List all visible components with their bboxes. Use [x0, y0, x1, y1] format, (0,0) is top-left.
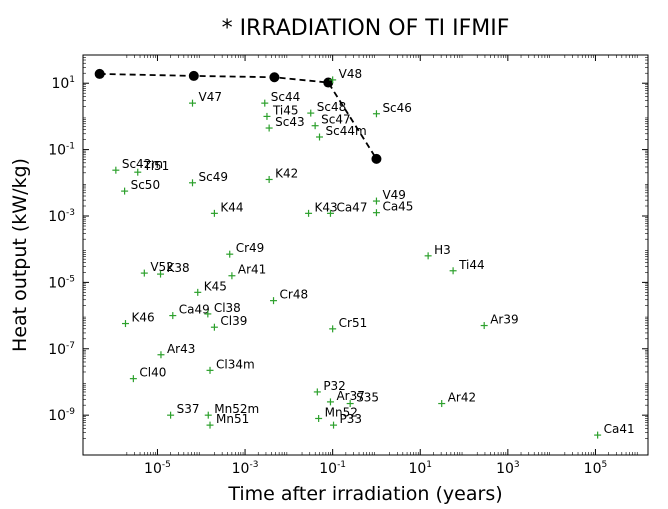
data-point-label: K38 [167, 261, 190, 275]
data-point-label: Cl40 [139, 366, 166, 380]
data-point-label: Sc44m [326, 124, 367, 138]
data-point-label: Cl39 [220, 314, 247, 328]
trend-marker [371, 154, 381, 164]
data-point-label: Cl38 [214, 301, 241, 315]
data-point-label: K45 [204, 279, 227, 293]
data-point-label: S37 [177, 402, 200, 416]
data-point-label: Ca47 [336, 200, 367, 214]
data-point-label: Sc46 [382, 101, 411, 115]
data-point-label: Cr49 [236, 241, 265, 255]
data-point-label: Sc50 [131, 178, 160, 192]
data-point-label: Cr48 [280, 288, 309, 302]
data-point-label: V48 [339, 67, 362, 81]
trend-marker [95, 69, 105, 79]
data-point-label: Ca45 [382, 200, 413, 214]
data-point-label: K46 [131, 311, 154, 325]
data-point-label: Sc49 [198, 170, 227, 184]
data-point-label: Ar41 [238, 263, 266, 277]
trend-marker [269, 72, 279, 82]
data-point-label: Ar43 [167, 342, 195, 356]
data-point-label: K44 [220, 200, 243, 214]
data-point-label: Ca41 [604, 422, 635, 436]
y-axis-label: Heat output (kW/kg) [9, 158, 31, 352]
trend-marker [323, 78, 333, 88]
data-point-label: Ar42 [448, 391, 476, 405]
data-point-label: Cr51 [339, 316, 368, 330]
data-point-label: Ti51 [143, 159, 170, 173]
data-point-label: K43 [315, 200, 338, 214]
data-point-label: Mn51 [216, 412, 249, 426]
data-point-label: K42 [275, 166, 298, 180]
data-point-label: Cl34m [216, 357, 255, 371]
data-point-label: Ar39 [490, 313, 518, 327]
data-point-label: Sc44 [271, 90, 300, 104]
x-axis-label: Time after irradiation (years) [227, 483, 502, 505]
data-point-label: S35 [356, 391, 379, 405]
trend-marker [189, 71, 199, 81]
data-point-label: Ti44 [458, 258, 485, 272]
data-point-label: P33 [340, 412, 363, 426]
data-point-label: H3 [434, 243, 451, 257]
chart-title: * IRRADIATION OF TI IFMIF [222, 16, 510, 41]
data-point-label: V47 [198, 90, 221, 104]
data-point-label: Sc43 [275, 115, 304, 129]
